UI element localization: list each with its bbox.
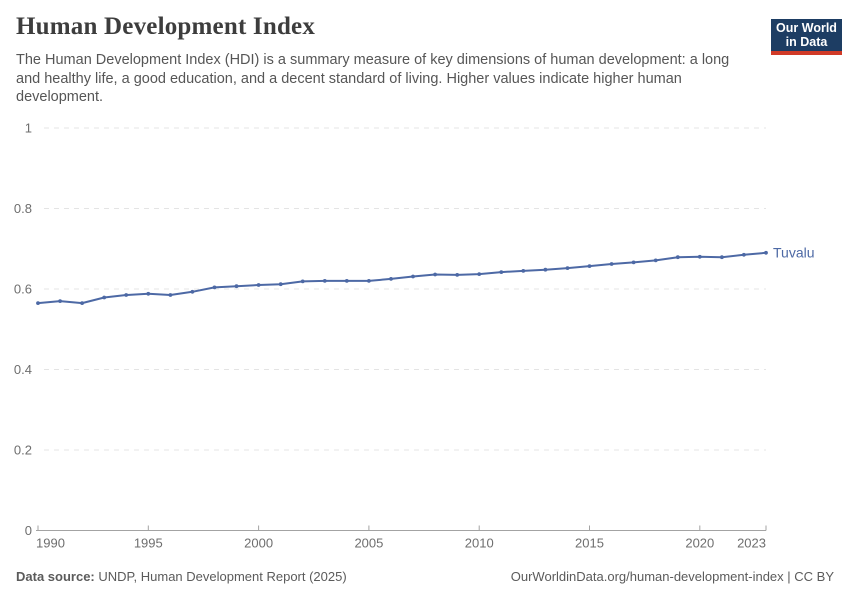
owid-logo: Our World in Data — [771, 19, 842, 55]
x-tick-label: 1995 — [134, 536, 163, 551]
data-point[interactable] — [720, 255, 724, 260]
data-point[interactable] — [565, 266, 570, 270]
x-tick-label: 2010 — [465, 536, 494, 551]
x-tick-label: 2015 — [575, 536, 604, 551]
entity-label[interactable]: Tuvalu — [773, 244, 815, 260]
data-point[interactable] — [256, 283, 261, 287]
owid-logo-line2: in Data — [785, 34, 828, 49]
data-point[interactable] — [697, 254, 702, 259]
x-tick-label: 1990 — [36, 536, 65, 551]
y-tick-label: 1 — [25, 121, 32, 136]
y-tick-label: 0.4 — [14, 362, 32, 377]
owid-logo-line1: Our World — [776, 21, 837, 35]
data-point[interactable] — [499, 270, 504, 274]
data-point[interactable] — [389, 277, 393, 281]
data-point[interactable] — [278, 282, 283, 287]
x-tick-label: 2000 — [244, 536, 273, 551]
data-point[interactable] — [609, 262, 614, 266]
data-point[interactable] — [300, 279, 305, 284]
data-point[interactable] — [212, 285, 217, 290]
data-point[interactable] — [521, 269, 526, 273]
credit-link[interactable]: OurWorldinData.org/human-development-ind… — [510, 569, 834, 584]
x-tick-label: 2005 — [354, 536, 383, 551]
data-point[interactable] — [411, 274, 415, 279]
data-point[interactable] — [80, 301, 84, 305]
data-point[interactable] — [742, 252, 746, 257]
data-point[interactable] — [146, 291, 151, 296]
page-title: Human Development Index — [16, 13, 316, 40]
y-tick-label: 0.8 — [14, 201, 32, 216]
x-tick-label: 2020 — [685, 536, 714, 551]
trend-line[interactable] — [37, 251, 767, 305]
x-tick-label: 2023 — [737, 536, 766, 551]
data-point[interactable] — [543, 267, 548, 272]
data-point[interactable] — [58, 299, 62, 303]
data-point[interactable] — [322, 279, 327, 283]
chart-subtitle: The Human Development Index (HDI) is a s… — [16, 52, 730, 105]
data-point[interactable] — [455, 273, 460, 277]
data-point[interactable] — [587, 264, 592, 268]
data-point[interactable] — [234, 284, 239, 289]
data-source-label: Data source: — [16, 569, 95, 584]
data-point[interactable] — [631, 260, 636, 265]
data-point[interactable] — [168, 293, 173, 297]
data-point[interactable] — [367, 279, 371, 283]
data-point[interactable] — [477, 272, 482, 276]
data-point[interactable] — [653, 258, 658, 263]
data-point[interactable] — [344, 279, 349, 283]
data-point[interactable] — [675, 255, 680, 260]
data-point[interactable] — [764, 250, 768, 255]
data-point[interactable] — [124, 293, 129, 297]
data-source-value: UNDP, Human Development Report (2025) — [94, 569, 347, 584]
data-point[interactable] — [433, 272, 437, 277]
data-point[interactable] — [36, 301, 40, 305]
data-point[interactable] — [102, 295, 107, 300]
y-tick-label: 0 — [25, 523, 32, 538]
data-point[interactable] — [190, 289, 195, 294]
data-source: Data source: UNDP, Human Development Rep… — [16, 569, 347, 584]
y-tick-label: 0.2 — [14, 443, 32, 458]
y-tick-label: 0.6 — [14, 282, 32, 297]
